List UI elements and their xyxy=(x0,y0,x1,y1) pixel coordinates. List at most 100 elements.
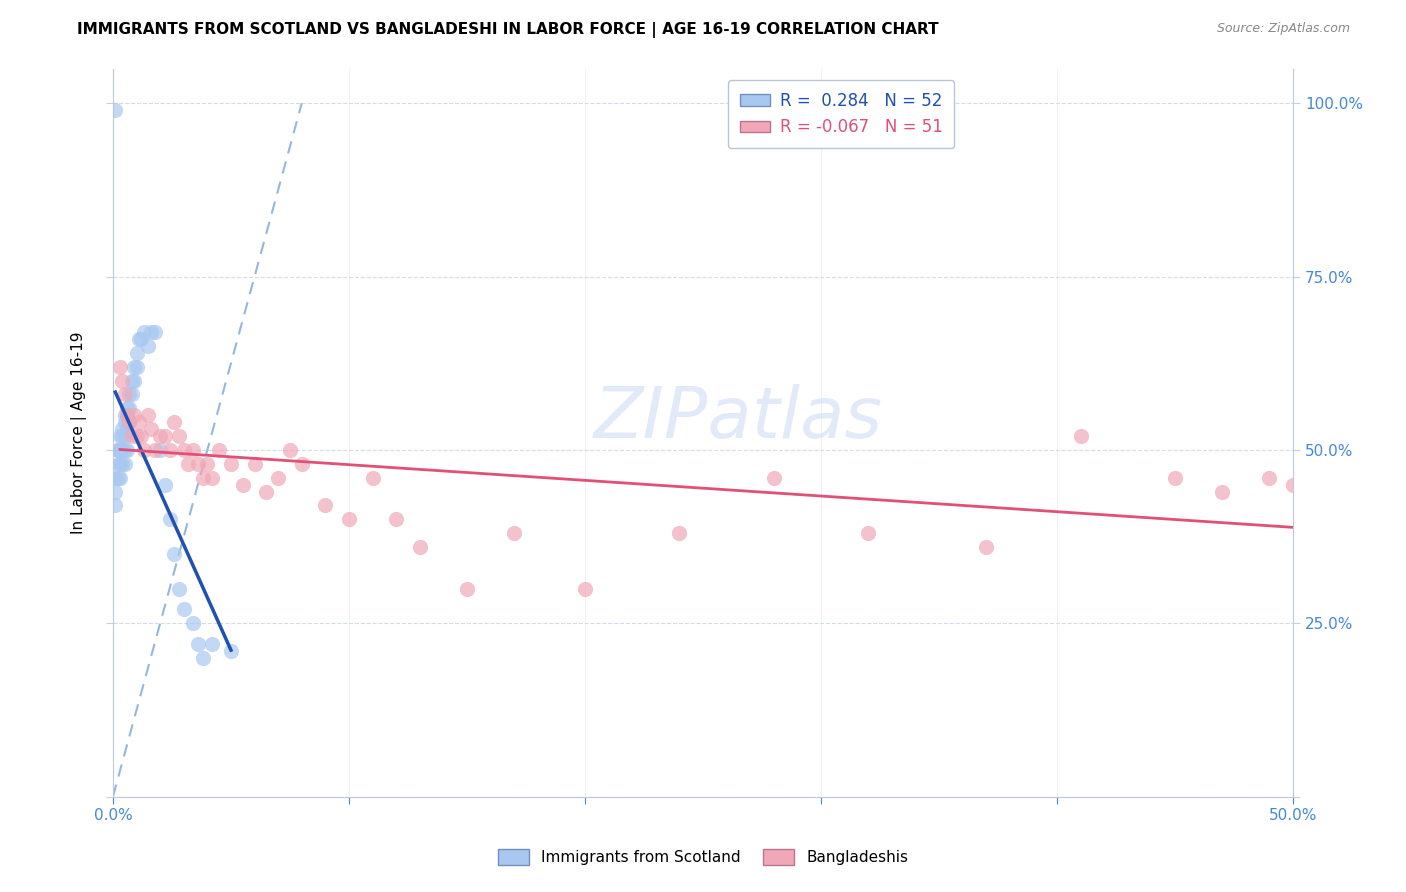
Point xyxy=(115,401,138,416)
Point xyxy=(337,512,360,526)
Point xyxy=(121,387,143,401)
Point xyxy=(104,103,127,117)
Point xyxy=(254,484,277,499)
Point xyxy=(291,457,314,471)
Point xyxy=(111,457,134,471)
Point xyxy=(122,409,145,423)
Point xyxy=(108,359,131,374)
Point xyxy=(107,457,129,471)
Legend: R =  0.284   N = 52, R = -0.067   N = 51: R = 0.284 N = 52, R = -0.067 N = 51 xyxy=(728,80,955,148)
Point xyxy=(187,637,209,651)
Point xyxy=(409,540,432,554)
Point xyxy=(108,442,131,457)
Point xyxy=(138,409,160,423)
Point xyxy=(114,429,136,443)
Point xyxy=(128,332,150,346)
Point xyxy=(385,512,408,526)
Point xyxy=(108,457,131,471)
Point xyxy=(108,442,131,457)
Point xyxy=(173,442,195,457)
Point xyxy=(149,442,172,457)
Point xyxy=(219,644,242,658)
Point xyxy=(187,457,209,471)
Point xyxy=(111,442,134,457)
Point xyxy=(121,429,143,443)
Point xyxy=(132,325,155,339)
Point xyxy=(104,484,127,499)
Point xyxy=(173,602,195,616)
Point xyxy=(1282,477,1305,491)
Point xyxy=(1164,471,1187,485)
Point xyxy=(145,325,167,339)
Point xyxy=(118,401,141,416)
Point xyxy=(114,442,136,457)
Point xyxy=(111,374,134,388)
Point xyxy=(149,429,172,443)
Point xyxy=(167,582,190,596)
Point xyxy=(139,325,162,339)
Legend: Immigrants from Scotland, Bangladeshis: Immigrants from Scotland, Bangladeshis xyxy=(492,843,914,871)
Point xyxy=(163,415,186,429)
Point xyxy=(858,526,880,541)
Point xyxy=(191,471,214,485)
Point xyxy=(668,526,690,541)
Point xyxy=(108,429,131,443)
Point xyxy=(138,339,160,353)
Point xyxy=(153,429,176,443)
Point xyxy=(167,429,190,443)
Point xyxy=(111,429,134,443)
Point xyxy=(278,442,301,457)
Point xyxy=(201,637,224,651)
Point xyxy=(1211,484,1233,499)
Point xyxy=(128,415,150,429)
Point xyxy=(267,471,290,485)
Point xyxy=(104,499,127,513)
Point xyxy=(195,457,218,471)
Point xyxy=(129,332,152,346)
Point xyxy=(361,471,384,485)
Point xyxy=(243,457,266,471)
Y-axis label: In Labor Force | Age 16-19: In Labor Force | Age 16-19 xyxy=(72,331,87,533)
Point xyxy=(115,442,138,457)
Point xyxy=(107,471,129,485)
Point xyxy=(114,409,136,423)
Point xyxy=(107,442,129,457)
Point xyxy=(122,359,145,374)
Point xyxy=(115,409,138,423)
Point xyxy=(762,471,785,485)
Point xyxy=(208,442,231,457)
Point xyxy=(114,415,136,429)
Text: ZIPatlas: ZIPatlas xyxy=(593,384,883,452)
Point xyxy=(145,442,167,457)
Point xyxy=(125,346,148,360)
Point xyxy=(118,387,141,401)
Text: Source: ZipAtlas.com: Source: ZipAtlas.com xyxy=(1216,22,1350,36)
Point xyxy=(139,422,162,436)
Point xyxy=(132,442,155,457)
Point xyxy=(201,471,224,485)
Point xyxy=(111,422,134,436)
Point xyxy=(181,442,204,457)
Point xyxy=(114,457,136,471)
Point xyxy=(115,409,138,423)
Point xyxy=(232,477,254,491)
Point xyxy=(191,651,214,665)
Point xyxy=(118,415,141,429)
Point xyxy=(163,547,186,561)
Point xyxy=(456,582,478,596)
Point xyxy=(125,359,148,374)
Point xyxy=(153,477,176,491)
Point xyxy=(121,374,143,388)
Point xyxy=(974,540,997,554)
Point xyxy=(122,374,145,388)
Point xyxy=(314,499,336,513)
Point xyxy=(118,415,141,429)
Point xyxy=(115,422,138,436)
Point xyxy=(1070,429,1092,443)
Point xyxy=(219,457,242,471)
Point xyxy=(114,387,136,401)
Point xyxy=(177,457,200,471)
Point xyxy=(107,442,129,457)
Point xyxy=(181,616,204,631)
Point xyxy=(159,512,181,526)
